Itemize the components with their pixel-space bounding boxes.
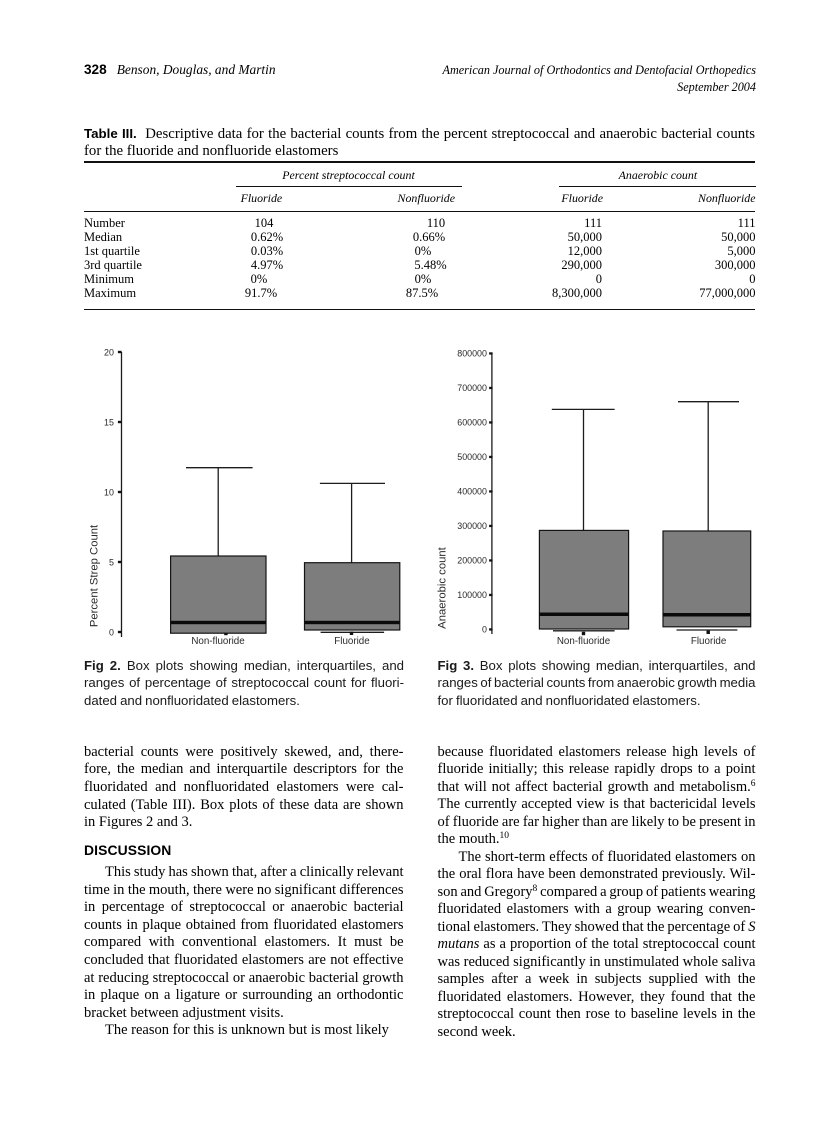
svg-text:0: 0 bbox=[109, 627, 114, 637]
svg-text:500000: 500000 bbox=[457, 452, 487, 462]
svg-text:400000: 400000 bbox=[457, 487, 487, 497]
svg-text:0: 0 bbox=[482, 625, 487, 635]
svg-text:300000: 300000 bbox=[457, 521, 487, 531]
svg-text:100000: 100000 bbox=[457, 590, 487, 600]
svg-text:Fluoride: Fluoride bbox=[691, 636, 727, 647]
svg-text:Anaerobic count: Anaerobic count bbox=[437, 546, 449, 629]
svg-text:200000: 200000 bbox=[457, 556, 487, 566]
svg-text:Non-fluoride: Non-fluoride bbox=[557, 636, 611, 647]
svg-text:Fluoride: Fluoride bbox=[334, 636, 370, 647]
svg-text:700000: 700000 bbox=[457, 383, 487, 393]
svg-text:600000: 600000 bbox=[457, 418, 487, 428]
svg-text:Percent Strep Count: Percent Strep Count bbox=[89, 524, 101, 627]
svg-text:20: 20 bbox=[104, 347, 114, 357]
svg-text:15: 15 bbox=[104, 417, 114, 427]
svg-text:Non-fluoride: Non-fluoride bbox=[191, 636, 245, 647]
svg-text:5: 5 bbox=[109, 557, 114, 567]
svg-text:800000: 800000 bbox=[457, 349, 487, 359]
svg-text:10: 10 bbox=[104, 487, 114, 497]
